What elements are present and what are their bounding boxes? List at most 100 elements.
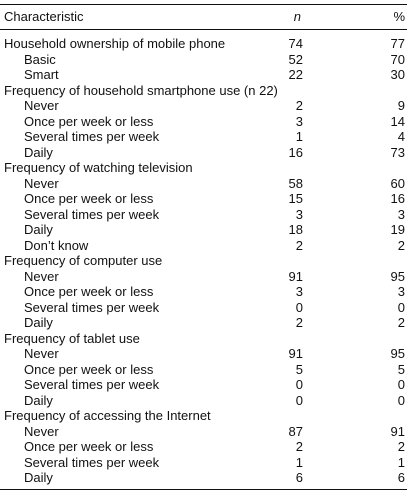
- row-n: 0: [295, 377, 303, 392]
- row-n: 2: [295, 98, 303, 113]
- row-label: Daily: [24, 470, 53, 485]
- table-row: Several times per week 1 1: [0, 455, 407, 471]
- row-label: Daily: [24, 392, 53, 408]
- row-n: 5: [295, 361, 303, 377]
- row-n: 0: [295, 392, 303, 408]
- table-row: Never 91 95: [0, 346, 407, 362]
- row-n: 0: [295, 299, 303, 315]
- table-row: Daily 2 2: [0, 315, 407, 331]
- row-n: 15: [288, 191, 303, 206]
- row-label: Frequency of watching television: [4, 160, 193, 175]
- row-label: Never: [24, 98, 59, 113]
- row-percent: 1: [397, 454, 405, 470]
- row-label: Several times per week: [24, 299, 160, 315]
- table-row: Basic 52 70: [0, 52, 407, 68]
- section-row: Frequency of accessing the Internet: [0, 408, 407, 424]
- row-percent: 95: [390, 346, 405, 361]
- row-percent: 30: [390, 67, 405, 82]
- row-percent: 2: [397, 439, 405, 454]
- row-n: 87: [288, 423, 303, 439]
- row-percent: 19: [390, 222, 405, 237]
- row-percent: 5: [397, 361, 405, 377]
- row-label: Frequency of household smartphone use (n…: [4, 82, 278, 98]
- row-n: 16: [288, 144, 303, 160]
- row-percent: 73: [390, 144, 405, 160]
- section-row: Frequency of computer use: [0, 253, 407, 269]
- top-rule: [0, 4, 407, 5]
- table-row: Several times per week 0 0: [0, 300, 407, 316]
- table-row: Once per week or less 5 5: [0, 362, 407, 378]
- row-n: 58: [288, 175, 303, 191]
- row-label: Once per week or less: [24, 439, 154, 454]
- row-label: Frequency of accessing the Internet: [4, 408, 211, 423]
- row-label: Several times per week: [24, 454, 160, 470]
- row-n: 3: [295, 284, 303, 299]
- table-row: Once per week or less 2 2: [0, 439, 407, 455]
- table-row: Several times per week 3 3: [0, 207, 407, 223]
- row-label: Never: [24, 175, 59, 191]
- table-row: Never 87 91: [0, 424, 407, 440]
- row-n: 3: [295, 206, 303, 222]
- section-row: Frequency of household smartphone use (n…: [0, 83, 407, 99]
- header-percent: %: [393, 9, 405, 24]
- row-n: 91: [288, 346, 303, 361]
- table-row: Several times per week 1 4: [0, 129, 407, 145]
- row-percent: 9: [397, 98, 405, 113]
- row-label: Once per week or less: [24, 113, 154, 129]
- row-percent: 4: [397, 129, 405, 144]
- table-row: Once per week or less 3 14: [0, 114, 407, 130]
- row-percent: 2: [397, 237, 405, 253]
- section-row: Frequency of watching television: [0, 160, 407, 176]
- row-percent: 0: [397, 299, 405, 315]
- table-row: Never 91 95: [0, 269, 407, 285]
- row-label: Once per week or less: [24, 191, 154, 206]
- table-row: Once per week or less 3 3: [0, 284, 407, 300]
- row-label: Never: [24, 423, 59, 439]
- row-label: Never: [24, 268, 59, 284]
- row-n: 22: [288, 67, 303, 82]
- table-row: Never 58 60: [0, 176, 407, 192]
- row-label: Basic: [24, 51, 56, 67]
- table-row: Daily 16 73: [0, 145, 407, 161]
- row-percent: 60: [390, 175, 405, 191]
- table-row: Daily 6 6: [0, 470, 407, 486]
- table-row: Daily 0 0: [0, 393, 407, 409]
- row-percent: 14: [390, 113, 405, 129]
- row-n: 2: [295, 237, 303, 253]
- row-percent: 70: [390, 51, 405, 67]
- table-body: Household ownership of mobile phone 74 77 B…: [0, 30, 407, 489]
- row-label: Once per week or less: [24, 361, 154, 377]
- row-label: Several times per week: [24, 129, 160, 144]
- header-rule: [0, 29, 407, 30]
- row-n: 52: [288, 51, 303, 67]
- row-label: Frequency of tablet use: [4, 330, 140, 346]
- row-n: 3: [295, 113, 303, 129]
- table-row: Smart 22 30: [0, 67, 407, 83]
- row-n: 6: [295, 470, 303, 485]
- row-n: 1: [295, 454, 303, 470]
- header-n: n: [293, 9, 301, 24]
- row-label: Daily: [24, 144, 53, 160]
- row-percent: 16: [390, 191, 405, 206]
- header-row: Characteristic n %: [0, 5, 407, 29]
- table-row: Don’t know 2 2: [0, 238, 407, 254]
- row-n: 74: [288, 36, 303, 51]
- data-table: Characteristic n % Household ownership o…: [0, 4, 407, 490]
- row-percent: 6: [397, 470, 405, 485]
- row-percent: 91: [390, 423, 405, 439]
- row-percent: 3: [397, 206, 405, 222]
- table-row: Daily 18 19: [0, 222, 407, 238]
- section-row: Frequency of tablet use: [0, 331, 407, 347]
- row-label: Several times per week: [24, 206, 160, 222]
- row-label: Household ownership of mobile phone: [4, 36, 226, 51]
- row-label: Once per week or less: [24, 284, 154, 299]
- row-percent: 0: [397, 392, 405, 408]
- row-percent: 0: [397, 377, 405, 392]
- row-label: Daily: [24, 222, 53, 237]
- table-row: Once per week or less 15 16: [0, 191, 407, 207]
- row-label: Frequency of computer use: [4, 253, 163, 268]
- row-label: Never: [24, 346, 59, 361]
- row-label: Smart: [24, 67, 59, 82]
- row-percent: 77: [390, 36, 405, 51]
- row-n: 2: [295, 315, 303, 330]
